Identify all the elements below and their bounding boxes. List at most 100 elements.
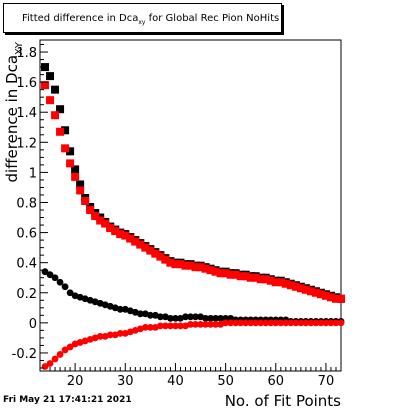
series-3-point — [46, 360, 54, 367]
series-1-point — [96, 216, 105, 225]
series-1-point — [151, 249, 160, 258]
series-1-point — [286, 281, 295, 290]
x-tick-label: 40 — [167, 374, 184, 389]
series-1-point — [206, 266, 215, 275]
series-1-point — [231, 270, 240, 279]
x-tick-label: 70 — [318, 374, 335, 389]
series-0-point — [46, 72, 55, 81]
series-2-point — [146, 311, 154, 319]
series-1-point — [316, 290, 325, 299]
y-tick-label: 1 — [29, 166, 37, 181]
series-1-point — [256, 275, 265, 284]
series-3-point — [222, 319, 230, 327]
series-1-point — [146, 246, 155, 255]
series-1-point — [131, 237, 140, 246]
series-3-point — [212, 320, 219, 328]
series-1-point — [121, 231, 130, 240]
series-3-point — [272, 319, 280, 327]
chart-title-box: Fitted difference in Dcaxy for Global Re… — [3, 3, 282, 33]
chart-title-prefix: Fitted difference in Dca — [22, 13, 139, 24]
series-3-point — [257, 319, 265, 327]
series-0-point — [66, 147, 75, 156]
series-3-point — [337, 319, 345, 327]
y-tick-label: 0.6 — [16, 227, 37, 242]
series-1-point — [311, 288, 320, 297]
series-1-point — [171, 260, 180, 269]
series-1-point — [291, 282, 300, 291]
series-3-point — [157, 322, 164, 330]
series-3-point — [187, 320, 194, 328]
series-2-point — [167, 314, 174, 322]
series-1-point — [241, 272, 250, 281]
series-1-point — [41, 81, 50, 90]
series-1-point — [51, 111, 60, 120]
y-tick-label: 0.4 — [16, 257, 37, 272]
series-3-point — [232, 319, 240, 327]
series-1-point — [266, 276, 275, 285]
series-3-point — [332, 319, 340, 327]
y-tick-label: 1.8 — [16, 46, 37, 61]
series-3-point — [247, 319, 255, 327]
series-2-point — [212, 314, 219, 322]
series-2-point — [192, 313, 199, 321]
series-1-point — [331, 294, 340, 303]
series-0-point — [51, 85, 60, 94]
series-2-point — [207, 314, 214, 322]
series-1-point — [261, 275, 270, 284]
series-0-point — [61, 126, 70, 135]
series-3-point — [307, 319, 315, 327]
x-tick-label: 60 — [268, 374, 285, 389]
series-2-point — [56, 278, 64, 286]
series-3-point — [56, 351, 64, 358]
series-3-point — [66, 343, 74, 351]
series-3-point — [167, 322, 174, 330]
series-3-point — [116, 329, 124, 337]
series-1-point — [176, 260, 185, 269]
series-2-point — [172, 314, 179, 322]
x-axis-label: No. of Fit Points — [225, 392, 341, 410]
series-1-point — [91, 212, 100, 221]
series-3-point — [252, 319, 260, 327]
x-tick-label: 50 — [217, 374, 234, 389]
series-2-point — [136, 310, 144, 318]
series-3-point — [172, 322, 179, 330]
series-3-point — [297, 319, 305, 327]
chart-title-subscript: xy — [138, 19, 146, 26]
series-1-point — [166, 258, 175, 267]
series-0-point — [56, 105, 65, 114]
series-3-point — [277, 319, 285, 327]
series-1-point — [156, 252, 165, 261]
series-2-point — [187, 313, 194, 321]
series-3-point — [162, 322, 169, 330]
series-1-point — [301, 285, 310, 294]
series-3-point — [141, 323, 149, 331]
series-3-point — [146, 323, 154, 331]
series-1-point — [46, 96, 55, 105]
series-1-point — [181, 261, 190, 270]
timestamp: Fri May 21 17:41:21 2021 — [3, 395, 132, 405]
y-tick-label: 1.2 — [16, 136, 37, 151]
series-3-point — [177, 322, 184, 330]
y-tick-label: 0 — [29, 317, 37, 332]
series-3-point — [242, 319, 250, 327]
series-3-point — [237, 319, 245, 327]
series-2-point — [51, 274, 59, 282]
series-2-point — [46, 271, 54, 279]
series-1-point — [86, 206, 95, 215]
series-1-point — [126, 234, 135, 243]
chart-title-suffix: for Global Rec Pion NoHits — [145, 13, 280, 24]
series-0-point — [71, 165, 80, 174]
series-0-point — [76, 180, 85, 189]
series-3-point — [292, 319, 300, 327]
y-tick-label: 1.6 — [16, 76, 37, 91]
series-3-point — [267, 319, 275, 327]
series-3-point — [51, 355, 59, 363]
series-1-point — [306, 287, 315, 296]
series-1-point — [196, 263, 205, 272]
series-1-point — [221, 269, 230, 278]
series-1-point — [76, 186, 85, 195]
series-3-point — [192, 320, 199, 328]
y-axis-label: difference in DcaXY — [3, 41, 25, 182]
series-2-point — [157, 313, 164, 321]
